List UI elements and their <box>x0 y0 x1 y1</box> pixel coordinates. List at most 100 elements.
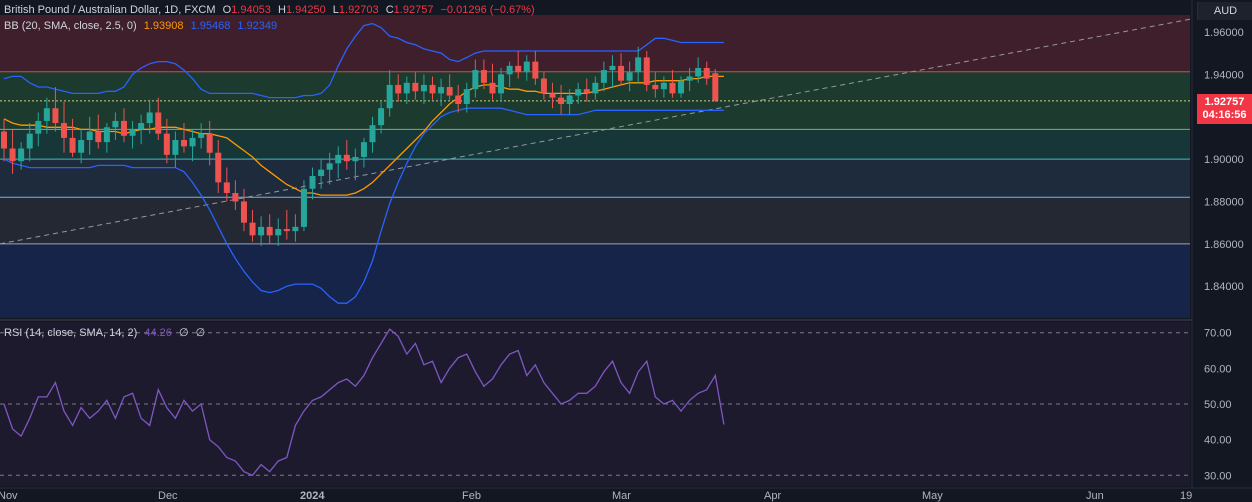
candle[interactable] <box>206 120 213 166</box>
price-axis-bg[interactable] <box>1192 0 1252 502</box>
candle[interactable] <box>95 114 102 149</box>
candle[interactable] <box>360 137 367 168</box>
candle-body <box>480 70 487 83</box>
candle[interactable] <box>292 214 299 242</box>
candle[interactable] <box>258 216 265 246</box>
candle[interactable] <box>146 99 153 134</box>
candle[interactable] <box>232 180 239 210</box>
candle[interactable] <box>455 84 462 113</box>
candle[interactable] <box>643 51 650 92</box>
candle[interactable] <box>35 112 42 147</box>
currency-button[interactable]: AUD <box>1197 2 1252 20</box>
candle[interactable] <box>172 131 179 168</box>
candle[interactable] <box>678 76 685 98</box>
candle[interactable] <box>403 76 410 104</box>
candle[interactable] <box>266 214 273 244</box>
candle[interactable] <box>515 51 522 79</box>
candle[interactable] <box>540 72 547 100</box>
candle[interactable] <box>69 118 76 157</box>
candle[interactable] <box>523 55 530 81</box>
candle[interactable] <box>549 82 556 109</box>
rsi-line[interactable] <box>3 328 725 477</box>
candle-body <box>360 142 367 157</box>
candle[interactable] <box>463 82 470 113</box>
candle[interactable] <box>155 97 162 141</box>
candle-body <box>489 82 496 94</box>
candle[interactable] <box>180 123 187 153</box>
candle[interactable] <box>78 129 85 164</box>
candle[interactable] <box>343 140 350 170</box>
candle[interactable] <box>489 63 496 100</box>
candle[interactable] <box>369 116 376 153</box>
candle[interactable] <box>532 51 539 85</box>
candle[interactable] <box>600 61 607 92</box>
candle[interactable] <box>129 120 136 149</box>
rsi-legend[interactable]: RSI (14, close, SMA, 14, 2) 44.26 ∅ ∅ <box>4 326 209 340</box>
candle[interactable] <box>626 61 633 92</box>
candle[interactable] <box>352 148 359 181</box>
candle[interactable] <box>420 74 427 104</box>
candle[interactable] <box>18 142 25 170</box>
candle[interactable] <box>660 76 667 98</box>
candle[interactable] <box>103 123 110 153</box>
candle[interactable] <box>120 108 127 143</box>
candle[interactable] <box>163 118 170 164</box>
candle[interactable] <box>652 72 659 98</box>
candle[interactable] <box>386 70 393 117</box>
candle[interactable] <box>283 209 290 240</box>
candle[interactable] <box>395 74 402 102</box>
candle[interactable] <box>472 59 479 98</box>
candle[interactable] <box>275 218 282 246</box>
trend-line[interactable] <box>0 18 1191 245</box>
candle[interactable] <box>240 188 247 232</box>
bb-legend[interactable]: BB (20, SMA, close, 2.5, 0) 1.93908 1.95… <box>4 19 281 33</box>
candle[interactable] <box>309 167 316 200</box>
candle[interactable] <box>378 101 385 134</box>
candle[interactable] <box>618 53 625 85</box>
candle[interactable] <box>575 82 582 104</box>
candle[interactable] <box>480 59 487 90</box>
candle[interactable] <box>300 180 307 232</box>
candle[interactable] <box>43 97 50 134</box>
candle[interactable] <box>686 67 693 92</box>
candle[interactable] <box>695 57 702 83</box>
candle[interactable] <box>86 116 93 155</box>
candle[interactable] <box>9 129 16 174</box>
candle-body <box>163 133 170 155</box>
candle[interactable] <box>26 123 33 162</box>
candle[interactable] <box>198 123 205 149</box>
candle[interactable] <box>1 118 7 162</box>
candle[interactable] <box>703 61 710 85</box>
candle-body <box>86 131 93 141</box>
candle[interactable] <box>215 140 222 193</box>
candle[interactable] <box>249 209 256 242</box>
time-axis-bg[interactable] <box>0 488 1252 502</box>
candle-body <box>669 82 676 94</box>
candle[interactable] <box>506 61 513 88</box>
candle[interactable] <box>60 101 67 153</box>
candle[interactable] <box>609 55 616 88</box>
candle[interactable] <box>52 87 59 132</box>
candle[interactable] <box>498 67 505 102</box>
candle[interactable] <box>318 159 325 189</box>
candle[interactable] <box>189 129 196 162</box>
candle[interactable] <box>138 114 145 145</box>
candle[interactable] <box>558 84 565 115</box>
candle[interactable] <box>112 112 119 141</box>
candle[interactable] <box>635 46 642 83</box>
candle[interactable] <box>335 146 342 179</box>
candle[interactable] <box>583 78 590 102</box>
candle[interactable] <box>446 74 453 100</box>
candle[interactable] <box>326 152 333 185</box>
candle[interactable] <box>412 72 419 100</box>
candle[interactable] <box>223 167 230 202</box>
candle[interactable] <box>438 78 445 107</box>
rsi-tick-label: 60.00 <box>1204 363 1232 375</box>
candle[interactable] <box>669 70 676 98</box>
candle[interactable] <box>429 76 436 100</box>
candle[interactable] <box>712 69 719 102</box>
candle[interactable] <box>592 76 599 100</box>
candle[interactable] <box>566 89 573 115</box>
